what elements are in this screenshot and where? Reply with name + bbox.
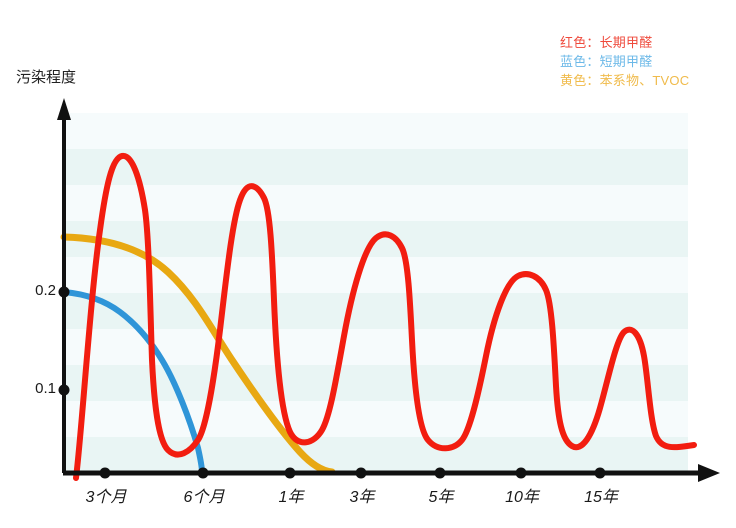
y-tick-label-lower: 0.1 (35, 380, 56, 397)
x-axis-ticks (99, 467, 606, 479)
series-line-blue (61, 289, 205, 475)
y-tick-label-upper: 0.2 (35, 282, 56, 299)
legend-item-yellow: 黄色：苯系物、TVOC (560, 73, 690, 88)
legend-item-red: 红色：长期甲醛 (560, 35, 653, 50)
y-axis-title: 污染程度 (16, 69, 77, 86)
x-tick-label-1-year: 1年 (278, 489, 304, 506)
series-line-red (73, 153, 697, 481)
x-tick-label-3-years: 3年 (349, 489, 375, 506)
x-tick-label-10-years: 10年 (505, 489, 539, 506)
legend-item-blue: 蓝色：短期甲醛 (560, 54, 653, 69)
plot-background-bands (65, 113, 688, 472)
x-tick-label-5-years: 5年 (428, 489, 454, 506)
x-tick-label-15-years: 15年 (584, 489, 618, 506)
chart-legend: 红色：长期甲醛 蓝色：短期甲醛 黄色：苯系物、TVOC (560, 33, 720, 90)
x-tick-label-6-months: 6个月 (183, 489, 225, 506)
y-axis-ticks (58, 286, 70, 396)
series-line-yellow (60, 233, 336, 476)
x-tick-label-3-months: 3个月 (85, 489, 127, 506)
